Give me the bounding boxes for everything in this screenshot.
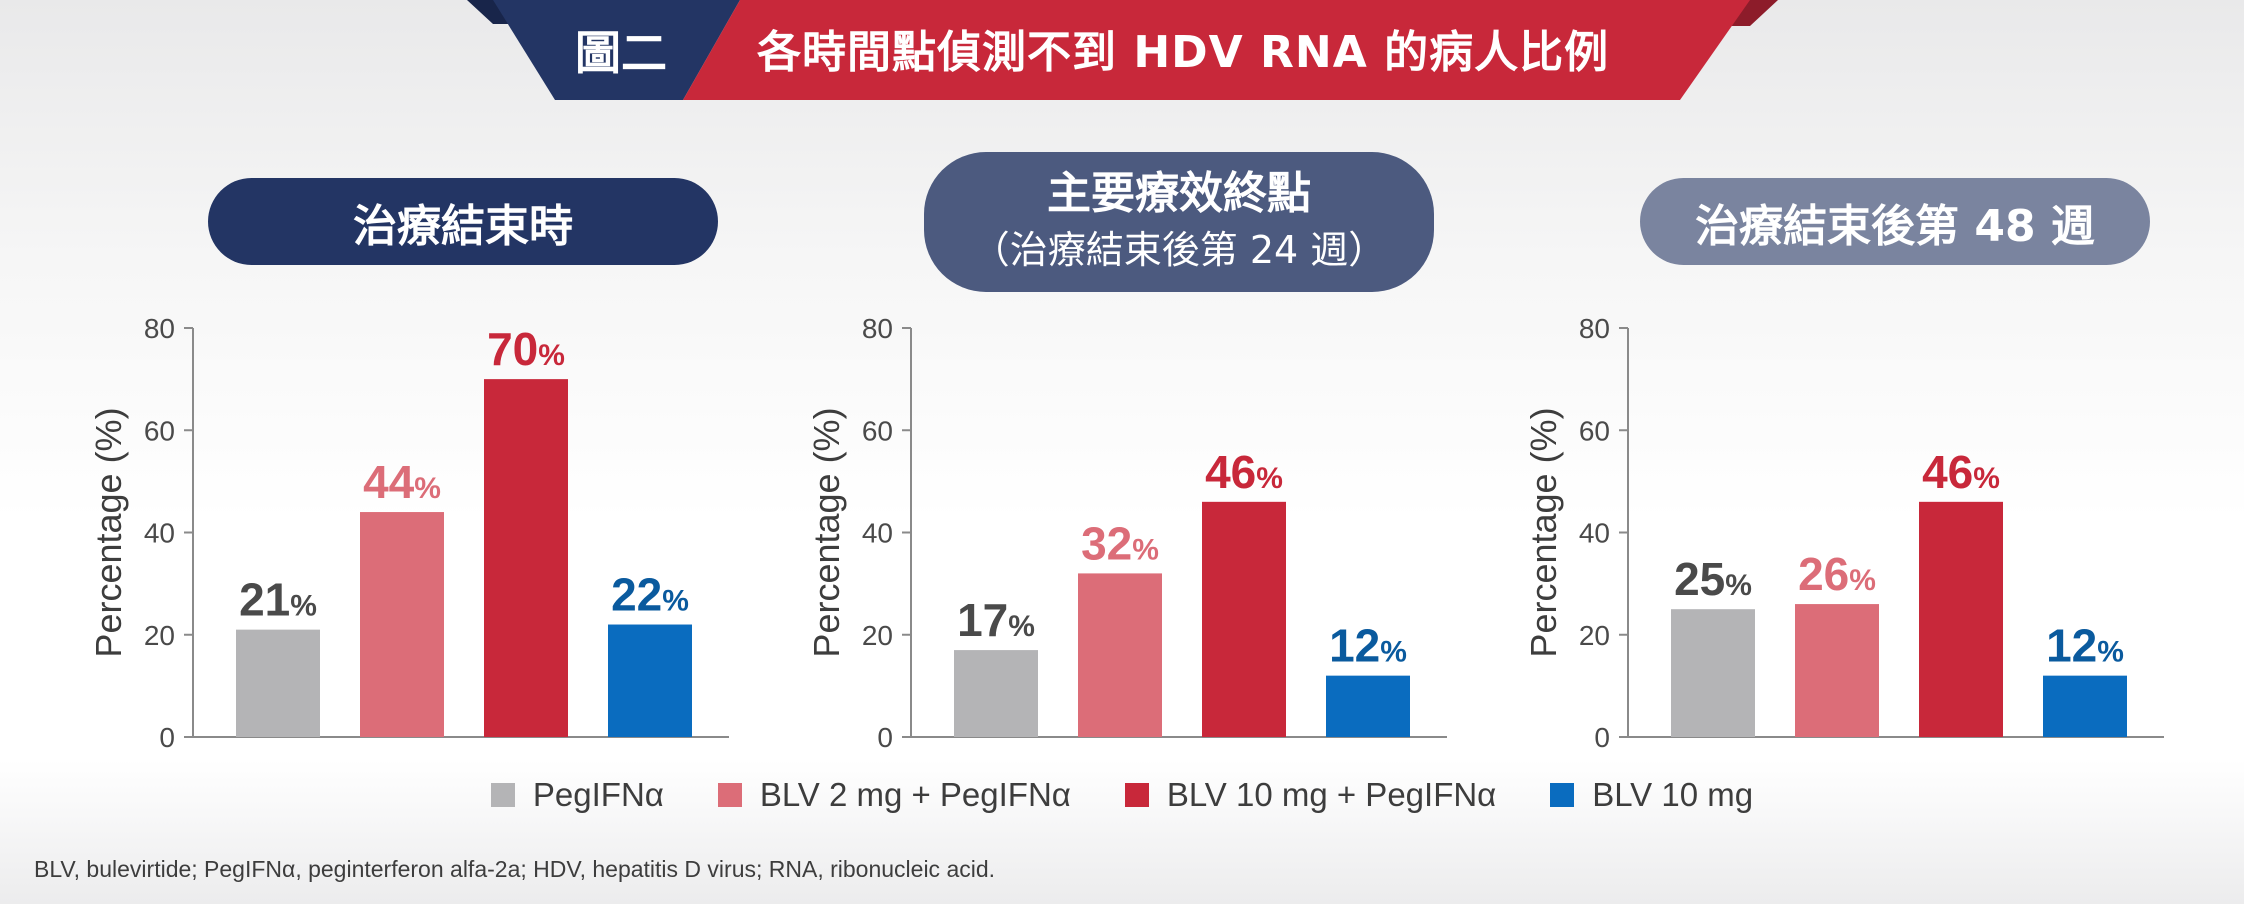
y-tick-label: 20 — [862, 620, 893, 651]
legend-swatch-blue — [1550, 783, 1575, 807]
panel-title-primary-endpoint: 主要療效終點 （治療結束後第 24 週） — [924, 152, 1434, 292]
bar — [1078, 573, 1162, 737]
bar — [1919, 501, 2003, 737]
chart-legend: PegIFNα BLV 2 mg + PegIFNα BLV 10 mg + P… — [0, 770, 2244, 820]
y-tick-label: 0 — [1594, 722, 1610, 753]
data-label: 22% — [611, 569, 689, 621]
data-label: 46% — [1205, 446, 1283, 498]
figure-title: 各時間點偵測不到 HDV RNA 的病人比例 — [757, 27, 1610, 78]
y-axis-label: Percentage (%) — [88, 407, 129, 657]
data-label: 21% — [239, 574, 317, 626]
data-label: 26% — [1798, 548, 1876, 600]
legend-label: BLV 10 mg + PegIFNα — [1166, 776, 1497, 813]
y-tick-label: 20 — [144, 620, 175, 651]
bar — [954, 650, 1038, 737]
legend-item-blv10-pegifn: BLV 10 mg + PegIFNα — [1124, 776, 1497, 814]
y-tick-label: 0 — [877, 722, 893, 753]
y-tick-label: 20 — [1579, 620, 1610, 651]
legend-label: BLV 2 mg + PegIFNα — [759, 776, 1071, 813]
y-axis-label: Percentage (%) — [1523, 407, 1564, 657]
banner-title-shape — [683, 0, 1750, 100]
panel-title-text: 主要療效終點 — [1047, 168, 1311, 219]
bar-chart-3: 0 20 40 60 80 Percentage (%) 25% 26% 46% 12% — [1523, 313, 2164, 753]
data-label: 44% — [363, 456, 441, 508]
legend-swatch-pink — [717, 783, 742, 807]
legend-item-pegifn: PegIFNα — [490, 776, 664, 814]
y-tick-label: 60 — [1579, 415, 1610, 446]
data-label: 12% — [2046, 620, 2124, 672]
panel-title-week-48-post-treatment: 治療結束後第 48 週 — [1640, 178, 2150, 265]
legend-swatch-gray — [490, 783, 515, 807]
legend-label: BLV 10 mg — [1592, 776, 1754, 813]
y-tick-label: 40 — [144, 518, 175, 549]
figure-banner — [467, 0, 1778, 100]
panel-title-text: 治療結束後第 48 週 — [1695, 200, 2095, 252]
y-tick-label: 80 — [862, 313, 893, 344]
bar — [1202, 501, 1286, 737]
legend-item-blv10: BLV 10 mg — [1550, 776, 1753, 814]
panel-subtitle-text: （治療結束後第 24 週） — [971, 228, 1387, 272]
bar — [484, 379, 568, 737]
y-tick-label: 0 — [159, 722, 175, 753]
footnote: BLV, bulevirtide; PegIFNα, peginterferon… — [34, 856, 996, 882]
legend-label: PegIFNα — [532, 776, 664, 813]
figure-label: 圖二 — [575, 26, 667, 80]
data-label: 32% — [1081, 517, 1159, 569]
bar — [1671, 609, 1755, 737]
y-tick-label: 60 — [144, 415, 175, 446]
legend-swatch-red — [1124, 783, 1149, 807]
panel-title-end-of-treatment: 治療結束時 — [208, 178, 718, 265]
y-tick-label: 80 — [144, 313, 175, 344]
y-tick-label: 80 — [1579, 313, 1610, 344]
y-tick-label: 40 — [862, 518, 893, 549]
y-tick-label: 40 — [1579, 518, 1610, 549]
bar — [1795, 604, 1879, 737]
panel-title-text: 治療結束時 — [353, 200, 573, 252]
data-label: 70% — [487, 323, 565, 375]
bar — [236, 629, 320, 737]
bar — [1326, 675, 1410, 737]
banner-label-shape — [493, 0, 740, 100]
bar — [360, 512, 444, 737]
data-label: 25% — [1674, 553, 1752, 605]
data-label: 17% — [957, 594, 1035, 646]
y-tick-label: 60 — [862, 415, 893, 446]
bar — [2043, 675, 2127, 737]
y-axis-label: Percentage (%) — [806, 407, 847, 657]
data-label: 46% — [1922, 446, 2000, 498]
legend-item-blv2-pegifn: BLV 2 mg + PegIFNα — [717, 776, 1071, 814]
bar-chart-1: 0 20 40 60 80 Percentage (%) 21% 44% 70% 22% — [88, 313, 729, 753]
data-label: 12% — [1329, 620, 1407, 672]
bar — [608, 624, 692, 737]
bar-chart-2: 0 20 40 60 80 Percentage (%) 17% 32% 46% 12% — [806, 313, 1447, 753]
